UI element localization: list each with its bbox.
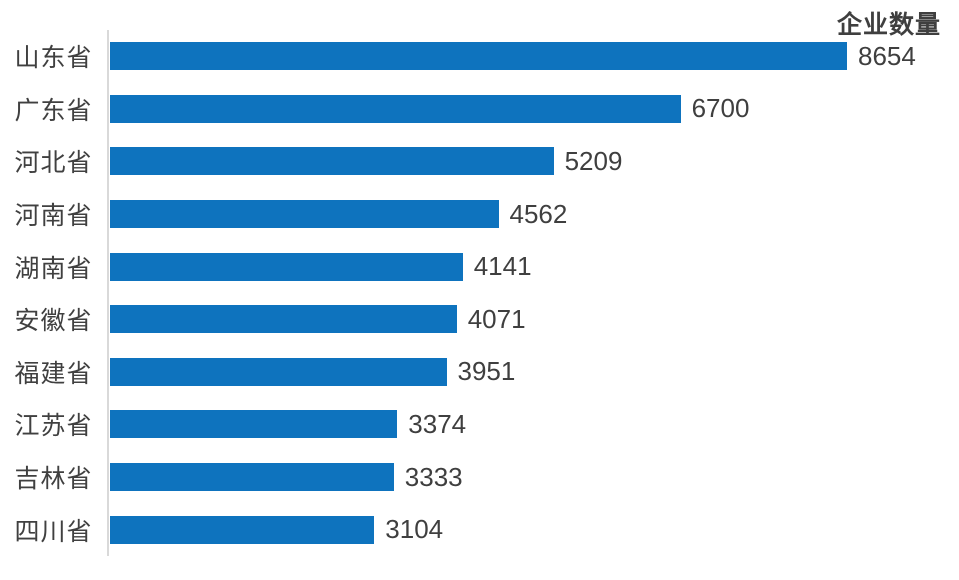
bar-row: 湖南省 4141 [0, 240, 959, 293]
bar [110, 200, 499, 229]
chart-rows: 山东省 8654 广东省 6700 河北省 5209 河南省 4562 湖南省 … [0, 30, 959, 556]
bar-row: 江苏省 3374 [0, 398, 959, 451]
bar [110, 357, 447, 386]
category-label: 河北省 [14, 150, 93, 178]
category-axis-line [107, 30, 109, 556]
bar-row: 吉林省 3333 [0, 451, 959, 504]
category-label: 湖南省 [14, 255, 93, 283]
value-label: 6700 [691, 93, 750, 124]
bar-row: 河南省 4562 [0, 188, 959, 241]
category-label: 广东省 [14, 97, 93, 125]
bar-row: 广东省 6700 [0, 83, 959, 136]
category-label: 福建省 [14, 360, 93, 388]
bar-row: 四川省 3104 [0, 503, 959, 556]
bar [110, 305, 457, 334]
value-label: 8654 [858, 40, 916, 71]
bar [110, 515, 375, 544]
value-label: 3104 [385, 514, 444, 545]
bar-row: 山东省 8654 [0, 30, 959, 83]
category-label: 四川省 [14, 518, 93, 546]
chart-title: 企业数量 [836, 11, 941, 39]
bar [110, 252, 463, 281]
value-label: 5209 [564, 145, 623, 176]
category-label: 江苏省 [14, 413, 93, 441]
value-label: 3374 [408, 408, 467, 439]
bar-row: 河北省 5209 [0, 135, 959, 188]
category-label: 安徽省 [14, 308, 93, 336]
category-label: 河南省 [14, 203, 93, 231]
bar [110, 147, 554, 176]
bar [110, 463, 394, 492]
bar-row: 福建省 3951 [0, 346, 959, 399]
value-label: 4071 [467, 303, 526, 334]
value-label: 4141 [473, 251, 532, 282]
value-label: 4562 [509, 198, 568, 229]
bar [110, 94, 681, 123]
bar [110, 410, 398, 439]
bar [110, 42, 847, 71]
value-label: 3333 [404, 461, 463, 492]
category-label: 山东省 [14, 45, 93, 73]
category-label: 吉林省 [14, 466, 93, 494]
value-label: 3951 [457, 356, 516, 387]
bar-row: 安徽省 4071 [0, 293, 959, 346]
